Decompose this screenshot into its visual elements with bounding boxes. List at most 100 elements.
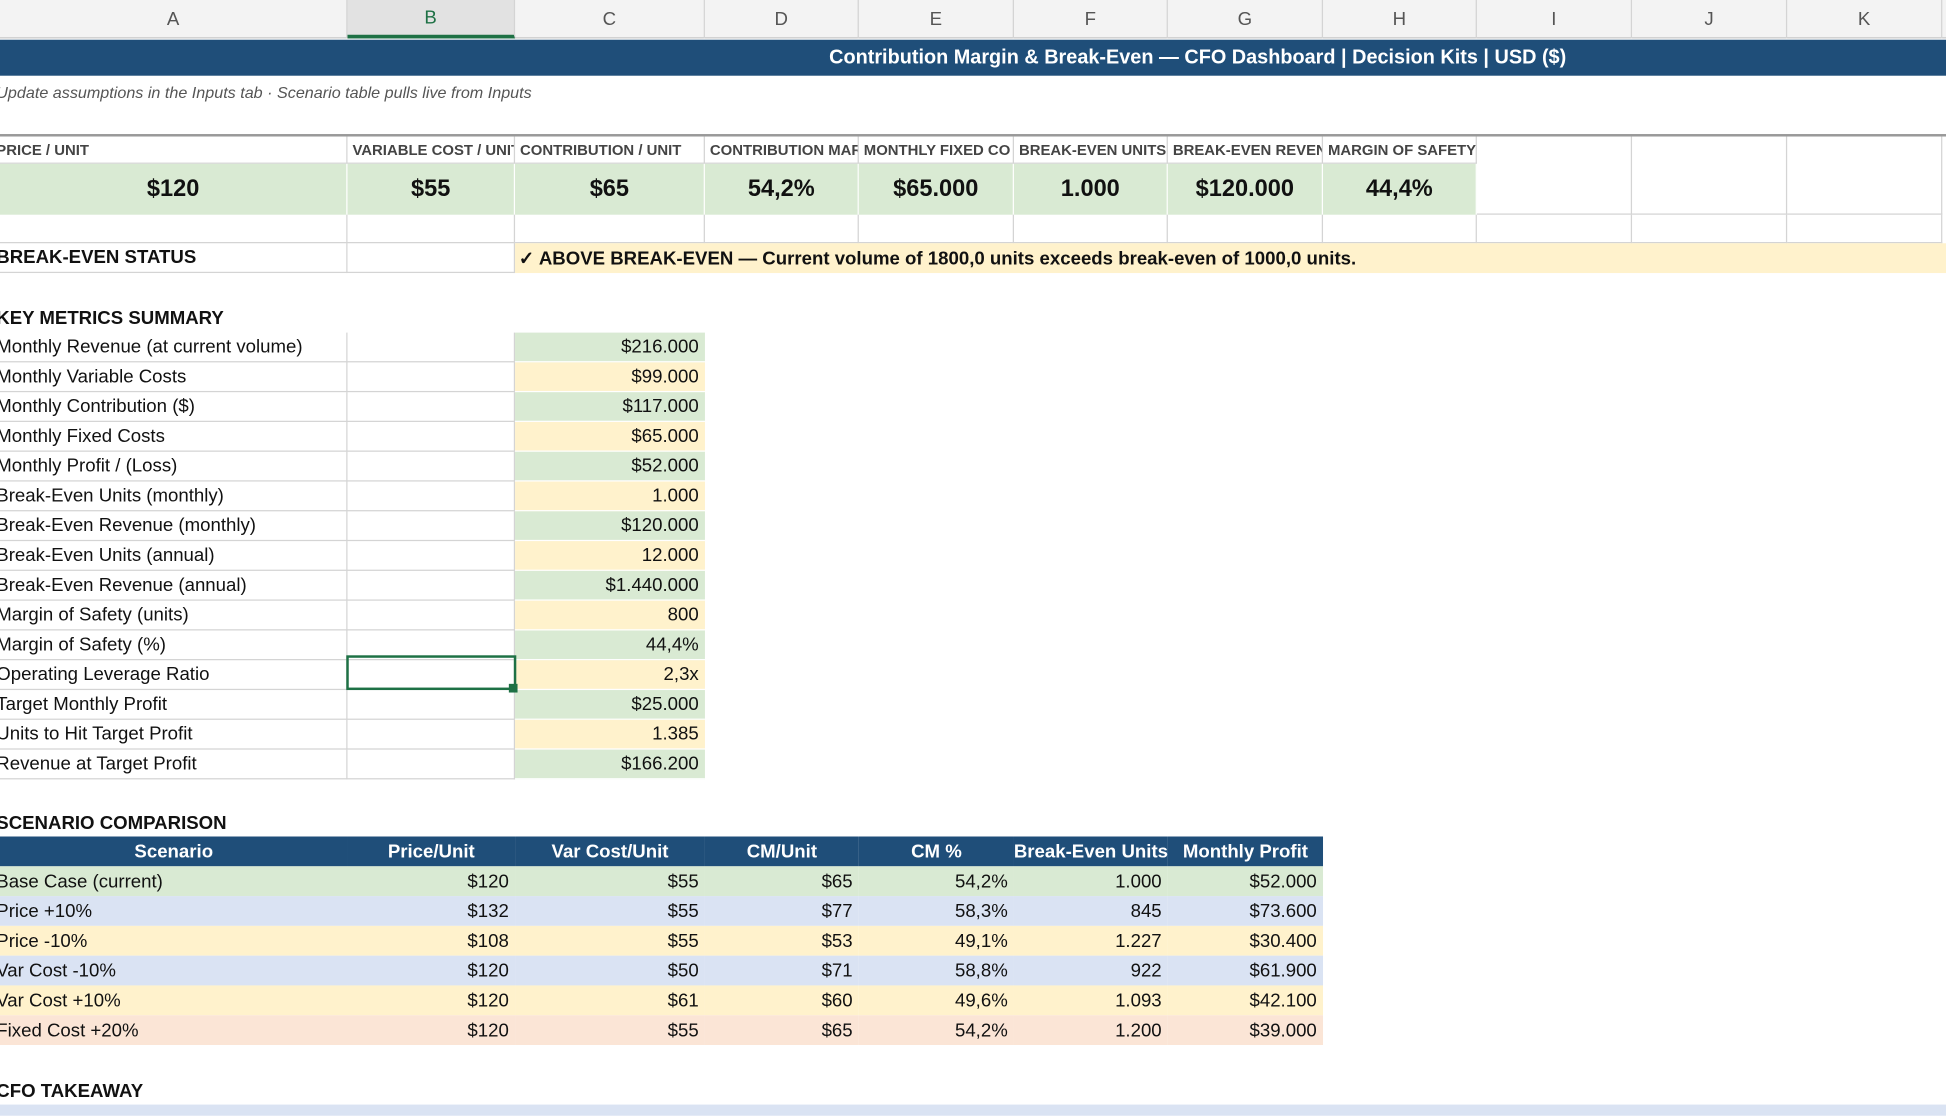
column-header: D	[705, 0, 859, 38]
empty-cell	[1787, 215, 1942, 244]
selected-cell	[346, 655, 516, 690]
metric-label: Monthly Variable Costs	[0, 362, 348, 392]
metric-value: 2,3x	[515, 660, 705, 690]
table-cell: $61	[515, 985, 705, 1015]
column-header: G	[1168, 0, 1323, 38]
empty-cell	[348, 392, 516, 422]
column-header: F	[1014, 0, 1168, 38]
table-cell: $132	[348, 896, 516, 926]
empty-cell	[1168, 215, 1323, 244]
table-cell: $120	[348, 956, 516, 986]
kpi-label: VARIABLE COST / UNIT	[348, 137, 516, 164]
table-cell: $55	[515, 896, 705, 926]
kpi-label: MARGIN OF SAFETY %	[1323, 137, 1477, 164]
status-text: ✓ ABOVE BREAK-EVEN — Current volume of 1…	[515, 243, 1946, 273]
scenario-name: Var Cost +10%	[0, 985, 348, 1015]
metric-value: $216.000	[515, 333, 705, 363]
empty-cell	[1014, 215, 1168, 244]
empty-cell	[348, 362, 516, 392]
metric-label: Break-Even Revenue (monthly)	[0, 511, 348, 541]
empty-cell	[348, 511, 516, 541]
table-cell: $120	[348, 1015, 516, 1045]
metric-label: Margin of Safety (%)	[0, 630, 348, 660]
kpi-label: BREAK-EVEN REVENU	[1168, 137, 1323, 164]
metric-label: Break-Even Units (annual)	[0, 541, 348, 571]
empty-cell	[348, 541, 516, 571]
table-cell: 58,8%	[859, 956, 1014, 986]
empty-cell	[348, 601, 516, 631]
empty-cell	[705, 215, 859, 244]
subtitle: Update assumptions in the Inputs tab · S…	[0, 77, 869, 107]
metric-value: 1.385	[515, 720, 705, 750]
kpi-value: 1.000	[1014, 164, 1168, 215]
metric-value: 44,4%	[515, 630, 705, 660]
metric-value: $1.440.000	[515, 571, 705, 601]
empty-cell	[515, 215, 705, 244]
table-cell: $65	[705, 1015, 859, 1045]
table-cell: $55	[515, 1015, 705, 1045]
column-header: I	[1477, 0, 1632, 38]
table-cell: 1.200	[1014, 1015, 1168, 1045]
column-header: E	[859, 0, 1014, 38]
empty-cell	[348, 720, 516, 750]
column-header: A	[0, 0, 348, 38]
metric-label: Break-Even Revenue (annual)	[0, 571, 348, 601]
scenario-name: Base Case (current)	[0, 866, 348, 896]
table-cell: $120	[348, 985, 516, 1015]
table-cell: 1.093	[1014, 985, 1168, 1015]
metric-value: $52.000	[515, 452, 705, 482]
empty-cell	[1632, 215, 1787, 244]
kpi-label: CONTRIBUTION MAR	[705, 137, 859, 164]
empty-cell	[348, 750, 516, 780]
empty-cell	[348, 482, 516, 512]
metric-value: 12.000	[515, 541, 705, 571]
empty-cell	[348, 243, 516, 273]
metric-value: $25.000	[515, 690, 705, 720]
metric-label: Monthly Fixed Costs	[0, 422, 348, 452]
section-title: KEY METRICS SUMMARY	[0, 304, 496, 333]
table-cell: $60	[705, 985, 859, 1015]
kpi-value: $65.000	[859, 164, 1014, 215]
empty-cell	[348, 571, 516, 601]
column-header: H	[1323, 0, 1477, 38]
column-header: B	[348, 0, 516, 38]
scenario-name: Fixed Cost +20%	[0, 1015, 348, 1045]
table-cell: $55	[515, 926, 705, 956]
empty-cell	[348, 422, 516, 452]
table-cell: $73.600	[1168, 896, 1323, 926]
scenario-name: Price -10%	[0, 926, 348, 956]
table-cell: $55	[515, 866, 705, 896]
table-header: Scenario	[0, 837, 348, 867]
section-title: SCENARIO COMPARISON	[0, 809, 496, 836]
table-cell: 49,6%	[859, 985, 1014, 1015]
metric-value: $166.200	[515, 750, 705, 780]
table-cell: $39.000	[1168, 1015, 1323, 1045]
kpi-value: $120	[0, 164, 348, 215]
table-header: CM %	[859, 837, 1014, 867]
kpi-value: $55	[348, 164, 516, 215]
empty-cell	[348, 333, 516, 363]
kpi-value: $65	[515, 164, 705, 215]
metric-value: $65.000	[515, 422, 705, 452]
metric-label: Operating Leverage Ratio	[0, 660, 348, 690]
empty-cell	[1477, 215, 1632, 244]
metric-label: Units to Hit Target Profit	[0, 720, 348, 750]
takeaway-bar	[0, 1105, 1946, 1116]
metric-label: Monthly Profit / (Loss)	[0, 452, 348, 482]
kpi-value: $120.000	[1168, 164, 1323, 215]
metric-value: $117.000	[515, 392, 705, 422]
table-cell: 922	[1014, 956, 1168, 986]
empty-cell	[348, 215, 516, 244]
table-cell: 49,1%	[859, 926, 1014, 956]
kpi-label: CONTRIBUTION / UNIT	[515, 137, 705, 164]
table-cell: $65	[705, 866, 859, 896]
table-header: Break-Even Units	[1014, 837, 1168, 867]
kpi-label: BREAK-EVEN UNITS (	[1014, 137, 1168, 164]
table-cell: 54,2%	[859, 1015, 1014, 1045]
section-title: CFO TAKEAWAY	[0, 1077, 496, 1104]
table-cell: $53	[705, 926, 859, 956]
table-cell: $30.400	[1168, 926, 1323, 956]
status-label: BREAK-EVEN STATUS	[0, 243, 348, 273]
metric-value: 800	[515, 601, 705, 631]
